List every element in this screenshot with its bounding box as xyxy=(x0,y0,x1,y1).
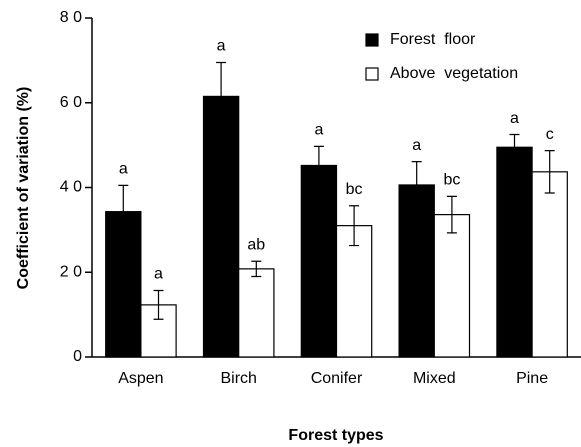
y-tick-label: 6 0 xyxy=(60,94,82,111)
y-tick-label: 0 xyxy=(73,348,82,365)
significance-letter: a xyxy=(412,137,421,154)
bar xyxy=(531,171,568,358)
error-bar xyxy=(216,61,227,131)
x-tick-label: Pine xyxy=(516,370,548,387)
x-tick-label: Mixed xyxy=(413,370,456,387)
bar xyxy=(433,214,471,358)
legend-swatch xyxy=(365,33,379,47)
y-axis-label: Coefficient of variation (%) xyxy=(15,87,32,290)
error-bar xyxy=(313,145,324,186)
significance-letter: a xyxy=(154,266,163,283)
bar xyxy=(496,146,533,358)
x-tick-label: Birch xyxy=(220,370,256,387)
error-bar xyxy=(153,289,164,320)
significance-letter: ab xyxy=(247,236,265,253)
error-bar xyxy=(446,195,457,234)
legend-label: Above vegetation xyxy=(390,65,518,82)
bar xyxy=(300,164,338,358)
significance-letter: bc xyxy=(443,172,460,189)
error-bar xyxy=(251,260,262,278)
x-axis-label: Forest types xyxy=(288,427,383,444)
bar xyxy=(398,184,435,358)
y-tick-label: 2 0 xyxy=(60,263,82,280)
significance-letter: a xyxy=(314,122,323,139)
bar xyxy=(335,225,373,358)
significance-letter: a xyxy=(510,110,519,127)
error-bar xyxy=(544,150,555,194)
bar xyxy=(238,268,275,358)
legend-label: Forest floor xyxy=(390,31,476,48)
error-bar xyxy=(411,161,422,209)
error-bar xyxy=(118,184,129,239)
y-tick-label: 4 0 xyxy=(60,179,82,196)
error-bar xyxy=(509,133,520,161)
bar xyxy=(202,95,240,358)
x-tick-label: Conifer xyxy=(311,370,363,387)
legend-swatch xyxy=(365,67,379,81)
significance-letter: c xyxy=(546,126,554,143)
significance-letter: a xyxy=(217,38,226,55)
y-tick-label: 8 0 xyxy=(60,9,82,26)
error-bar xyxy=(349,205,360,247)
significance-letter: a xyxy=(119,161,128,178)
x-tick-label: Aspen xyxy=(118,370,163,387)
significance-letter: bc xyxy=(346,181,363,198)
